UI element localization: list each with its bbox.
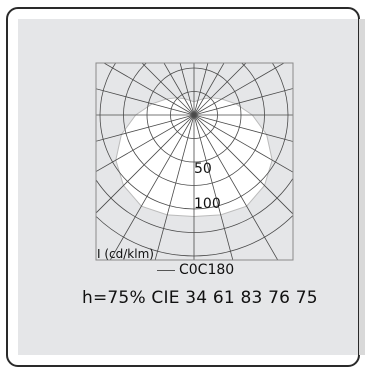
legend-label: C0C180 [179, 262, 235, 278]
grid-spoke-255 [96, 88, 195, 116]
grid-spoke-210 [163, 63, 195, 116]
grid-spoke-195 [179, 63, 195, 116]
grid-spoke-15 [193, 114, 234, 260]
grid-spoke-300 [96, 114, 195, 173]
grid-spoke-150 [193, 63, 225, 116]
grid-spoke-60 [193, 114, 293, 173]
unit-label: I (cd/klm) [97, 247, 154, 261]
grid-spoke-240 [103, 63, 195, 116]
polar-diagram: 50 100 I (cd/klm) [95, 62, 294, 261]
grid-spoke-135 [193, 63, 247, 116]
grid-spoke-165 [193, 63, 209, 116]
panel-shadow [359, 19, 365, 355]
grid-spoke-30 [193, 114, 279, 260]
grid-spoke-345 [154, 114, 195, 260]
ring-label-50: 50 [194, 161, 212, 177]
grid-spoke-45 [193, 114, 293, 215]
grid-spoke-330 [109, 114, 195, 260]
grid-spoke-315 [96, 114, 195, 214]
legend: C0C180 [157, 262, 234, 278]
ring-label-100: 100 [194, 196, 221, 212]
grid-spoke-225 [141, 63, 195, 116]
grid-spoke-120 [193, 63, 285, 116]
grid-spoke-75 [193, 114, 293, 142]
grid-spoke-285 [96, 114, 195, 142]
grid-spoke-105 [193, 88, 293, 116]
legend-swatch [157, 269, 175, 271]
efficiency-footer: h=75% CIE 34 61 83 76 75 [82, 288, 318, 308]
plot-border [95, 62, 294, 261]
